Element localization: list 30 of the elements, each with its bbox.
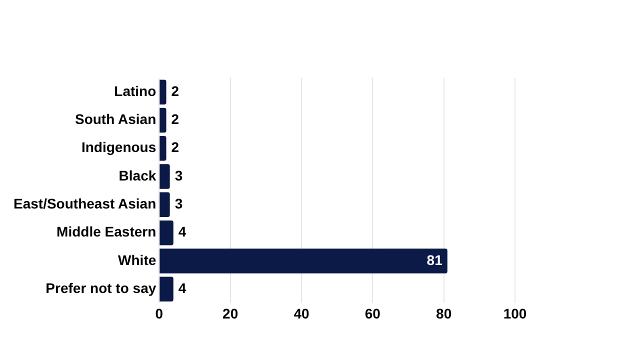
y-tick-label: Indigenous bbox=[81, 139, 156, 156]
y-tick-label: White bbox=[118, 252, 156, 268]
y-tick-label: Middle Eastern bbox=[56, 224, 156, 240]
bar bbox=[160, 248, 448, 274]
data-label: 2 bbox=[171, 82, 180, 99]
data-label: 3 bbox=[174, 167, 183, 184]
bar bbox=[160, 80, 166, 104]
y-tick-label: Latino bbox=[114, 82, 156, 99]
x-tick-label: 20 bbox=[222, 305, 238, 322]
data-label: 4 bbox=[178, 280, 186, 296]
bar bbox=[160, 276, 174, 302]
x-tick-label: 100 bbox=[503, 305, 527, 322]
data-label: 2 bbox=[171, 111, 180, 128]
y-tick-label: Prefer not to say bbox=[46, 280, 156, 296]
x-tick-label: 60 bbox=[364, 305, 381, 322]
bar bbox=[160, 136, 166, 161]
data-label: 4 bbox=[178, 224, 186, 240]
bar bbox=[160, 164, 170, 189]
y-tick-label: East/Southeast Asian bbox=[14, 196, 156, 212]
x-tick-label: 80 bbox=[436, 305, 452, 322]
bar bbox=[160, 192, 170, 218]
bar bbox=[160, 220, 174, 246]
bar bbox=[160, 108, 166, 133]
data-label: 2 bbox=[171, 139, 180, 156]
data-label: 3 bbox=[174, 196, 183, 212]
data-label: 81 bbox=[426, 252, 443, 268]
x-tick-label: 40 bbox=[294, 305, 310, 322]
x-tick-label: 0 bbox=[155, 305, 164, 322]
y-tick-label: Black bbox=[118, 167, 156, 184]
y-tick-label: South Asian bbox=[74, 111, 156, 128]
